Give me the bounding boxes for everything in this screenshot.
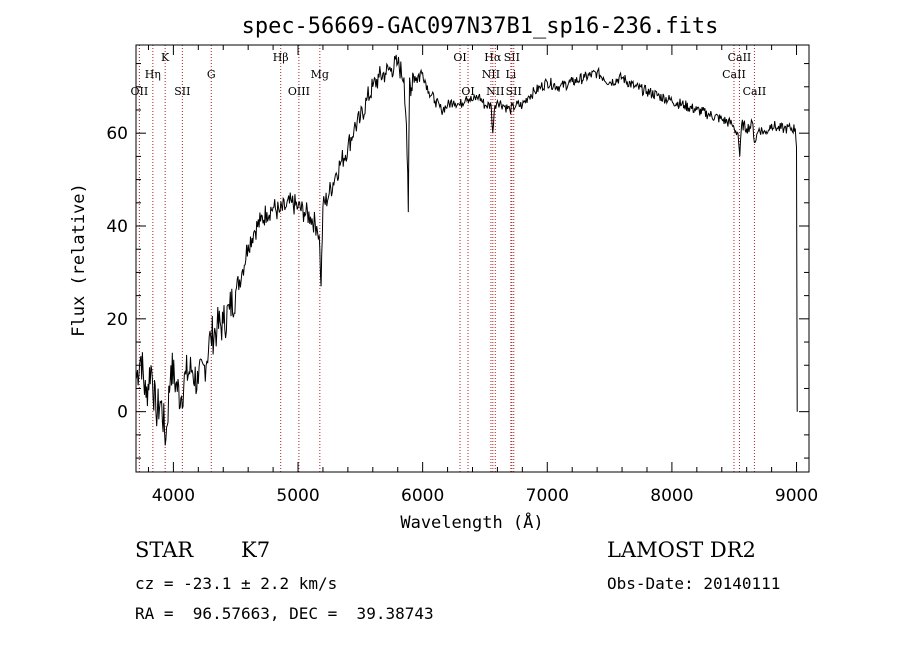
x-axis: 4000 5000 6000 7000 8000 9000 xyxy=(147,45,818,506)
line-marker-label: SII xyxy=(506,85,522,98)
y-tick-label: 60 xyxy=(106,124,128,144)
line-marker-label: K xyxy=(161,51,170,64)
line-marker-label: NII xyxy=(486,85,504,98)
line-marker-label: Hα xyxy=(484,51,502,64)
spectrum-series-line xyxy=(135,54,798,446)
line-marker-label: CaII xyxy=(728,51,752,64)
chart-title: spec-56669-GAC097N37B1_sp16-236.fits xyxy=(242,14,719,39)
line-marker-label: Hβ xyxy=(273,51,289,64)
x-tick-label: 4000 xyxy=(152,486,195,506)
x-tick-label: 9000 xyxy=(775,486,818,506)
line-marker-label: Hη xyxy=(145,68,161,81)
object-subclass: K7 xyxy=(241,538,271,562)
line-marker-label: SII xyxy=(504,51,520,64)
x-tick-label: 7000 xyxy=(526,486,569,506)
redshift-text: cz = -23.1 ± 2.2 km/s xyxy=(135,574,338,593)
y-axis-label: Flux (relative) xyxy=(69,183,89,337)
x-axis-label: Wavelength (Å) xyxy=(400,511,543,533)
object-class: STAR xyxy=(135,538,194,562)
x-tick-label: 5000 xyxy=(276,486,319,506)
line-marker-label: G xyxy=(207,68,216,81)
line-marker-label: Mg xyxy=(311,68,329,81)
plot-frame xyxy=(135,44,810,473)
coordinates: RA = 96.57663, DEC = 39.38743 xyxy=(135,604,434,623)
obs-date: Obs-Date: 20140111 xyxy=(607,574,781,593)
line-marker-label: CaII xyxy=(743,85,767,98)
line-marker-label: Li xyxy=(505,68,516,81)
x-tick-label: 6000 xyxy=(401,486,444,506)
y-tick-label: 40 xyxy=(106,217,128,237)
line-marker-label: OI xyxy=(461,85,474,98)
survey-name: LAMOST DR2 xyxy=(607,538,756,562)
y-tick-label: 0 xyxy=(117,403,128,423)
line-marker-label: SII xyxy=(174,85,190,98)
line-marker-label: OIII xyxy=(288,85,310,98)
line-marker-label: OI xyxy=(453,51,466,64)
line-marker-label: CaII xyxy=(722,68,746,81)
y-tick-label: 20 xyxy=(106,310,128,330)
x-tick-label: 8000 xyxy=(650,486,693,506)
line-markers: OIIHηKSIIGHβOIIIMgOIOIHαNIINIISIILiSIICa… xyxy=(131,45,767,472)
line-marker-label: OII xyxy=(131,85,149,98)
y-axis: 0 20 40 60 xyxy=(106,63,809,459)
line-marker-label: NII xyxy=(482,68,500,81)
